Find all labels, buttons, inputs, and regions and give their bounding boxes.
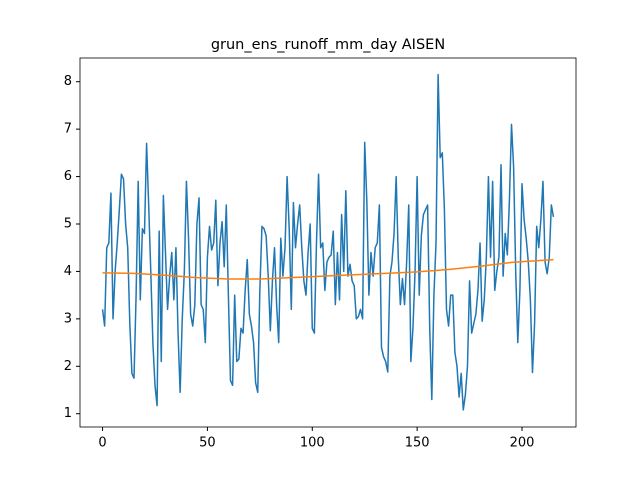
plot-frame [79,57,577,428]
chart-title: grun_ens_runoff_mm_day AISEN [211,37,445,53]
data-line [102,258,554,280]
x-tick-label: 200 [510,436,535,451]
y-tick-label: 4 [64,264,72,279]
y-tick-label: 3 [64,311,72,326]
y-tick-label: 1 [64,406,72,421]
x-tick-label: 50 [199,436,216,451]
x-tick-label: 150 [405,436,430,451]
x-tick-label: 100 [300,436,325,451]
x-tick-label: 0 [98,436,106,451]
y-tick-label: 8 [64,74,72,89]
y-tick-label: 2 [64,359,72,374]
data-line [101,73,555,411]
y-tick-label: 5 [64,217,72,232]
y-tick-label: 6 [64,169,72,184]
y-tick-label: 7 [64,122,72,137]
